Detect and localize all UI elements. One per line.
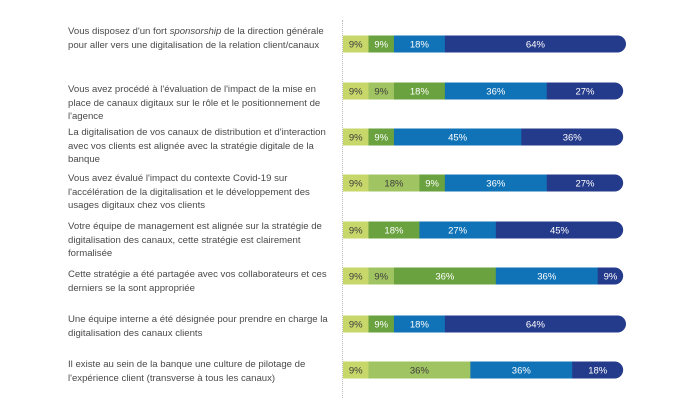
data-label: 64% (526, 319, 546, 330)
data-label: 64% (526, 39, 546, 50)
bar-segment (343, 128, 369, 146)
data-label: 9% (604, 271, 618, 282)
data-label: 9% (349, 178, 363, 189)
data-label: 27% (575, 86, 595, 97)
bar-segment (393, 128, 522, 146)
bar-segment (546, 174, 615, 192)
data-label: 27% (448, 225, 468, 236)
bar-segment (368, 267, 395, 285)
bar-segment (444, 174, 548, 192)
bar-segment (343, 82, 369, 100)
bar-segment-cap (606, 82, 624, 100)
bar-segment (368, 82, 395, 100)
data-label: 18% (410, 39, 430, 50)
bar-row: 9% 9% 18% 64% (343, 35, 626, 53)
data-label: 9% (349, 319, 363, 330)
data-label: 18% (410, 319, 430, 330)
bar-segment (368, 361, 471, 379)
bar-segment (393, 82, 446, 100)
bar-segment (343, 221, 369, 239)
data-label: 36% (410, 365, 430, 376)
question-label: Une équipe interne a été désignée pour p… (68, 314, 328, 339)
data-label: 27% (575, 178, 595, 189)
bar-segment (393, 35, 446, 53)
data-label: 18% (588, 365, 608, 376)
bar-segment (393, 267, 497, 285)
data-label: 9% (374, 86, 388, 97)
bar-segment (444, 82, 548, 100)
bar-segment-cap (606, 361, 624, 379)
question-label: Vous avez évalué l'impact du contexte Co… (68, 173, 310, 211)
bar-row: 9% 9% 36% 36% 9% (343, 267, 624, 285)
bar-row: 9% 9% 18% 36% 27% (343, 82, 624, 100)
data-label: 9% (374, 39, 388, 50)
bar-segment (419, 174, 446, 192)
data-label: 9% (349, 225, 363, 236)
data-label: 36% (537, 271, 557, 282)
bar-segment (343, 35, 369, 53)
bar-segment (444, 315, 618, 333)
bar-row: 9% 36% 36% 18% (343, 361, 624, 379)
question-label: La digitalisation de vos canaux de distr… (68, 127, 326, 165)
data-label: 9% (374, 132, 388, 143)
data-label: 9% (425, 178, 439, 189)
question-label: Vous avez procédé à l'évaluation de l'im… (68, 84, 321, 122)
question-label: Cette stratégie a été partagée avec vos … (68, 269, 327, 294)
bar-segment-cap (606, 221, 624, 239)
data-label: 18% (384, 225, 404, 236)
data-label: 9% (349, 271, 363, 282)
bar-row: 9% 9% 45% 36% (343, 128, 624, 146)
bar-segment (368, 315, 395, 333)
bar-segment-cap (609, 315, 626, 333)
data-label: 45% (550, 225, 570, 236)
bar-segment (368, 128, 395, 146)
bar-segment (393, 315, 446, 333)
bar-segment (343, 174, 369, 192)
data-label: 36% (512, 365, 532, 376)
data-label: 18% (384, 178, 404, 189)
question-label: Il existe au sein de la banque une cultu… (68, 359, 306, 384)
bar-segment (419, 221, 497, 239)
data-label: 9% (374, 319, 388, 330)
data-label: 36% (486, 178, 506, 189)
axis-divider (342, 20, 344, 398)
question-label: Vous disposez d'un fort sponsorship de l… (68, 26, 324, 51)
bar-segment (470, 361, 573, 379)
bar-segment (521, 128, 615, 146)
bar-segment (495, 267, 598, 285)
bar-segment (572, 361, 615, 379)
question-label: Votre équipe de management est alignée s… (68, 221, 322, 259)
data-label: 9% (374, 271, 388, 282)
bar-row: 9% 18% 27% 45% (343, 221, 624, 239)
data-label: 45% (448, 132, 468, 143)
bar-segment (368, 221, 420, 239)
bar-row: 9% 9% 18% 64% (343, 315, 626, 333)
data-label: 9% (349, 132, 363, 143)
bar-segment (546, 82, 615, 100)
bar-segment-cap (606, 267, 624, 285)
bar-segment (495, 221, 615, 239)
data-label: 36% (435, 271, 455, 282)
data-label: 18% (410, 86, 430, 97)
bar-segment (444, 35, 618, 53)
bar-segment-cap (606, 174, 624, 192)
bar-segment (343, 315, 369, 333)
data-label: 9% (349, 365, 363, 376)
bar-row: 9% 18% 9% 36% 27% (343, 174, 624, 192)
data-label: 36% (563, 132, 583, 143)
data-label: 9% (349, 39, 363, 50)
data-label: 9% (349, 86, 363, 97)
data-label: 36% (486, 86, 506, 97)
bar-segment (343, 361, 369, 379)
bar-segment (368, 174, 420, 192)
bar-segment (368, 35, 395, 53)
bar-segment-cap (609, 35, 626, 53)
bar-segment-cap (606, 128, 624, 146)
bar-segment (343, 267, 369, 285)
